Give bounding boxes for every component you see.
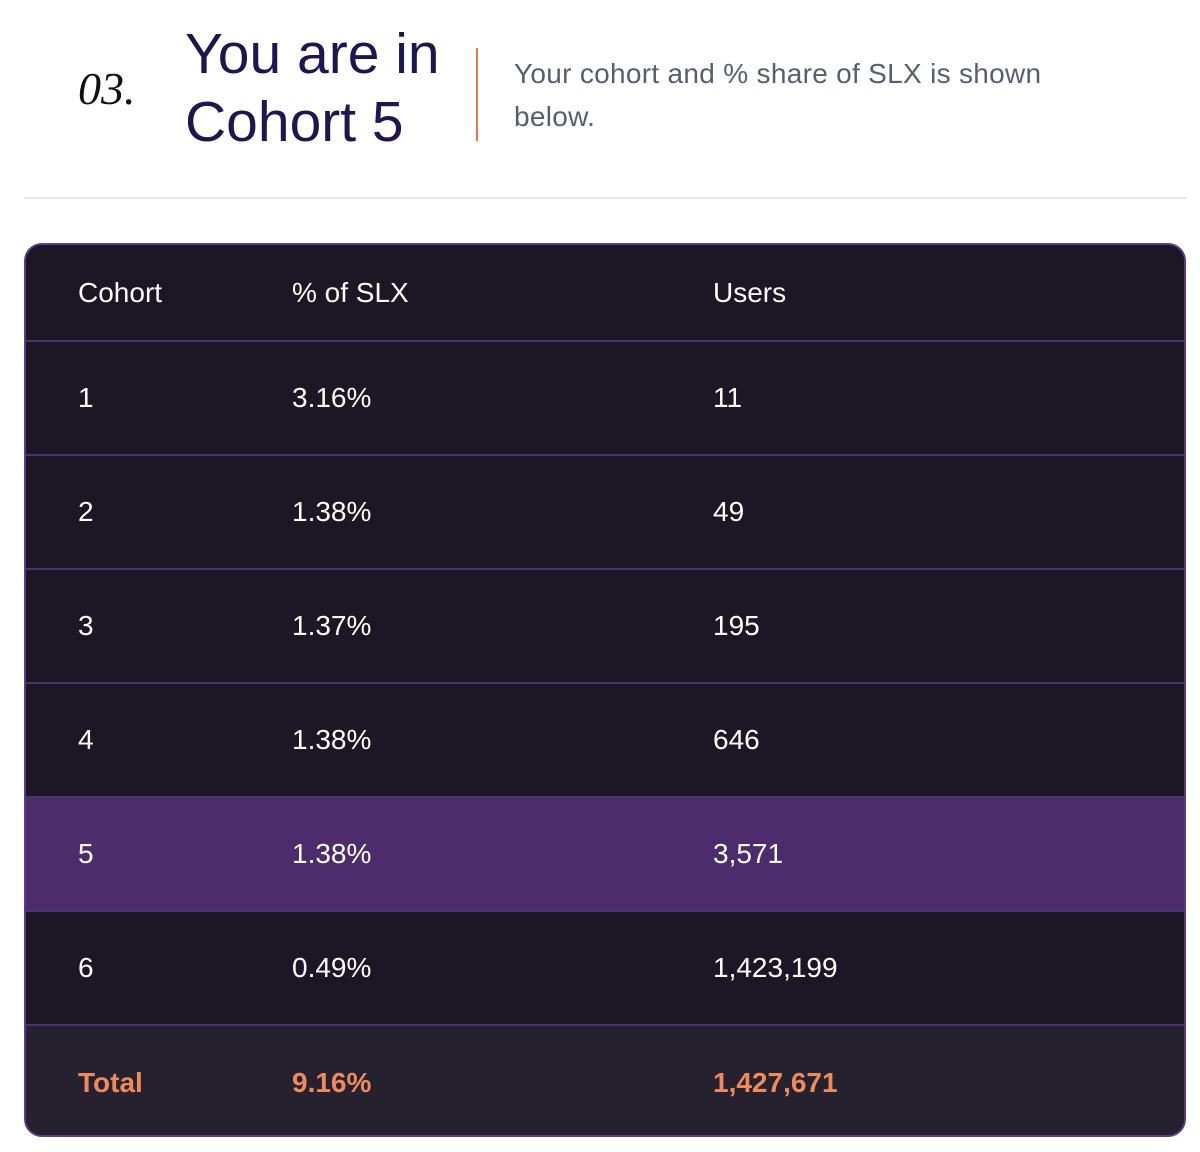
- cell: 4: [78, 724, 94, 755]
- divider: [476, 48, 478, 141]
- cell: 1,423,199: [713, 952, 838, 983]
- cell: 3: [78, 610, 94, 641]
- total-cell: Total: [78, 1066, 143, 1098]
- header-row: Cohort % of SLX Users: [26, 245, 1184, 340]
- separator: [24, 197, 1186, 199]
- column-header: % of SLX: [292, 276, 409, 308]
- cell: 49: [713, 496, 745, 527]
- table-row: 1 3.16% 11: [26, 340, 1184, 454]
- section-title: You are in Cohort 5: [185, 22, 440, 154]
- cell: 6: [78, 952, 94, 983]
- table-row: 6 0.49% 1,423,199: [26, 910, 1184, 1024]
- section-description: Your cohort and % share of SLX is shown …: [514, 58, 1042, 132]
- cell: 0.49%: [292, 952, 372, 983]
- column-header: Users: [713, 276, 787, 308]
- table-row: 3 1.37% 195: [26, 568, 1184, 682]
- total-cell: 1,427,671: [713, 1066, 838, 1098]
- table-row: 4 1.38% 646: [26, 682, 1184, 796]
- cell: 2: [78, 496, 94, 527]
- section-number: 03.: [78, 63, 136, 114]
- cell: 3,571: [713, 838, 784, 869]
- cell: 1.37%: [292, 610, 372, 641]
- cell: 646: [713, 724, 760, 755]
- highlighted-row: 5 1.38% 3,571: [26, 796, 1184, 910]
- cell: 195: [713, 610, 760, 641]
- cohort-table: Cohort % of SLX Users 1 3.16% 11 2 1.38%…: [24, 243, 1186, 1137]
- cell: 1.38%: [292, 496, 372, 527]
- cell: 1: [78, 382, 94, 413]
- cell: 1.38%: [292, 724, 372, 755]
- total-cell: 9.16%: [292, 1066, 372, 1098]
- cell: 3.16%: [292, 382, 372, 413]
- cell: 5: [78, 838, 94, 869]
- total-row: Total 9.16% 1,427,671: [26, 1024, 1184, 1135]
- cell: 1.38%: [292, 838, 372, 869]
- table-row: 2 1.38% 49: [26, 454, 1184, 568]
- column-header: Cohort: [78, 276, 163, 308]
- cell: 11: [713, 382, 743, 413]
